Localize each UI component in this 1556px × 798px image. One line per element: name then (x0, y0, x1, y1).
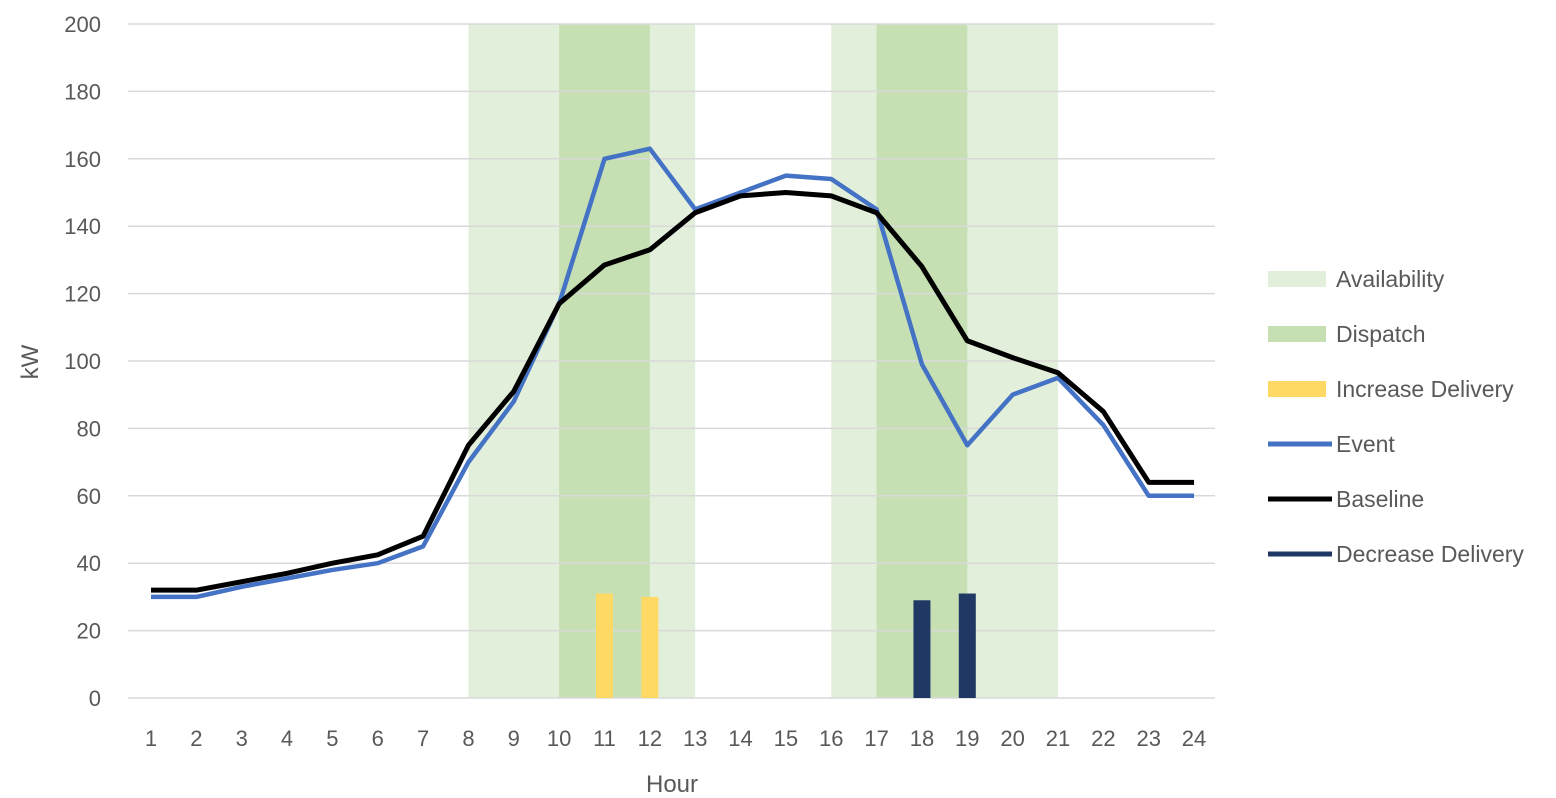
x-tick-label: 24 (1182, 726, 1206, 751)
x-tick-label: 19 (955, 726, 979, 751)
legend-label-availability: Availability (1336, 266, 1445, 292)
bar-increase-delivery-12 (641, 596, 659, 698)
x-tick-label: 12 (638, 726, 662, 751)
gridlines (128, 23, 1215, 699)
legend-swatch-dispatch (1268, 326, 1326, 342)
y-tick-label: 140 (64, 214, 101, 239)
x-tick-label: 14 (728, 726, 752, 751)
y-tick-label: 180 (64, 79, 101, 104)
y-tick-label: 20 (77, 619, 101, 644)
x-tick-label: 16 (819, 726, 843, 751)
x-tick-label: 15 (774, 726, 798, 751)
bar-increase-delivery-11 (596, 593, 613, 698)
bar-decrease-delivery-18 (913, 600, 931, 698)
bar-decrease-delivery-19 (958, 593, 976, 698)
legend-label-decrease-delivery: Decrease Delivery (1336, 541, 1524, 567)
x-tick-label: 8 (462, 726, 474, 751)
delivery-bars (596, 593, 976, 698)
y-tick-label: 0 (89, 686, 101, 711)
x-tick-label: 18 (910, 726, 934, 751)
y-tick-label: 40 (77, 551, 101, 576)
x-axis-title: Hour (646, 771, 698, 798)
legend-label-baseline: Baseline (1336, 486, 1424, 512)
legend-label-increase-delivery: Increase Delivery (1336, 376, 1514, 402)
x-tick-label: 20 (1000, 726, 1024, 751)
y-tick-label: 80 (77, 416, 101, 441)
x-tick-label: 13 (683, 726, 707, 751)
x-tick-label: 6 (372, 726, 384, 751)
legend-label-event: Event (1336, 431, 1395, 457)
x-tick-label: 10 (547, 726, 571, 751)
x-tick-label: 5 (326, 726, 338, 751)
x-tick-label: 9 (508, 726, 520, 751)
legend-swatch-increase-delivery (1268, 381, 1326, 397)
x-tick-label: 3 (236, 726, 248, 751)
legend-swatch-availability (1268, 271, 1326, 287)
legend: Availability Dispatch Increase Delivery Eve… (1268, 266, 1524, 567)
y-tick-label: 160 (64, 147, 101, 172)
y-tick-label: 200 (64, 12, 101, 37)
x-tick-label: 1 (145, 726, 157, 751)
x-tick-label: 2 (190, 726, 202, 751)
x-tick-label: 17 (864, 726, 888, 751)
series-line-baseline (151, 190, 1195, 593)
y-axis-title: kW (17, 344, 44, 379)
x-tick-label: 21 (1046, 726, 1070, 751)
x-tick-label: 11 (593, 726, 616, 751)
legend-label-dispatch: Dispatch (1336, 321, 1425, 347)
series-lines (151, 146, 1195, 600)
x-tick-label: 4 (281, 726, 293, 751)
x-axis-ticks: 1 2 3 4 5 6 7 8 9 10 11 12 13 14 15 16 17 18 19 20 21 22 23 24 (145, 726, 1206, 751)
y-tick-label: 60 (77, 484, 101, 509)
x-tick-label: 22 (1091, 726, 1115, 751)
x-tick-label: 23 (1136, 726, 1160, 751)
series-line-event (151, 146, 1195, 600)
x-tick-label: 7 (417, 726, 429, 751)
y-axis-ticks: 0 20 40 60 80 100 120 140 160 180 200 (64, 12, 101, 711)
y-tick-label: 120 (64, 282, 101, 307)
y-tick-label: 100 (64, 349, 101, 374)
